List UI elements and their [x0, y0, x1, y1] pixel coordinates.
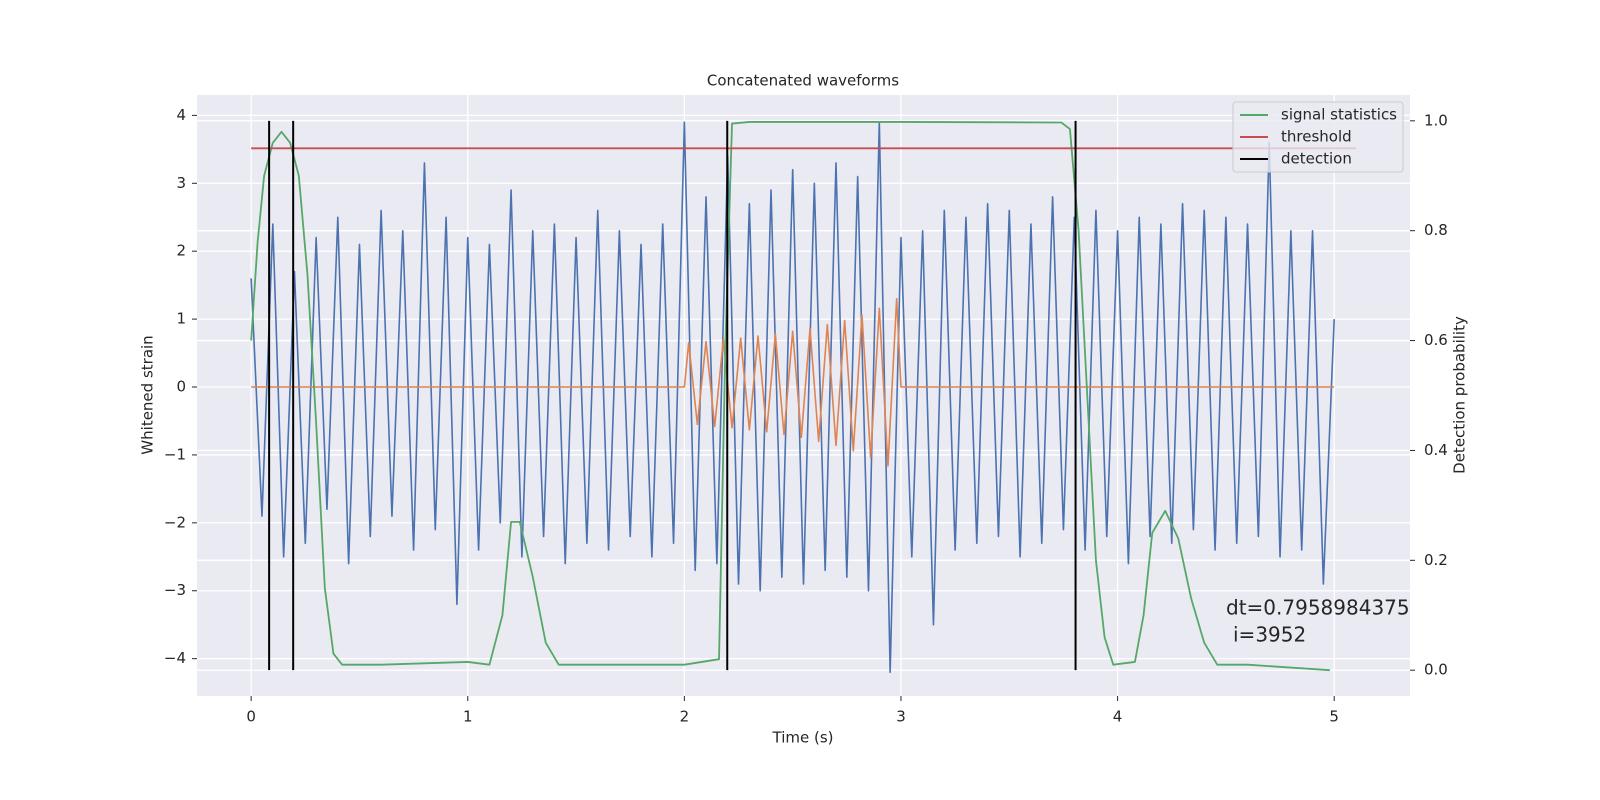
x-tick-label: 2 [680, 708, 690, 726]
y-axis-label: Whitened strain [139, 335, 157, 454]
series-line [250, 121, 1330, 672]
y2-axis-label: Detection probability [1451, 316, 1469, 474]
x-tick-label: 4 [1113, 708, 1123, 726]
y2-tick-label: 0.6 [1424, 331, 1448, 349]
y-tick-label: 4 [176, 106, 186, 124]
legend-box [1232, 101, 1404, 173]
y-tick-label: 2 [176, 242, 186, 260]
y2-tick-label: 1.0 [1424, 111, 1448, 129]
y2-tick-label: 0.8 [1424, 221, 1448, 239]
x-tick-label: 1 [463, 708, 473, 726]
y-tick-label: −1 [164, 445, 186, 463]
y2-tick-label: 0.0 [1424, 661, 1448, 679]
annotation: dt=0.7958984375 [1226, 596, 1410, 620]
legend: signal statistics threshold detection [1232, 101, 1404, 173]
series-line [251, 297, 1335, 467]
series-line [250, 121, 1335, 674]
x-tick-label: 0 [246, 708, 256, 726]
x-axis-label: Time (s) [772, 729, 834, 747]
y-tick-label: 0 [176, 378, 186, 396]
legend-label: signal statistics [1281, 106, 1397, 124]
y2-tick-label: 0.4 [1424, 441, 1448, 459]
x-tick-label: 3 [896, 708, 906, 726]
y-tick-label: −3 [164, 581, 186, 599]
chart-title: Concatenated waveforms [707, 72, 899, 90]
axes: 0 1 2 3 4 5 −4 −3 −2 −1 0 1 2 3 4 0.0 0.2 0.4 0.6 0.8 1.0 [164, 106, 1448, 726]
annotation: i=3952 [1233, 623, 1306, 647]
plot-area [197, 95, 1410, 696]
y-tick-label: −4 [164, 649, 186, 667]
y-tick-label: −2 [164, 513, 186, 531]
x-tick-label: 5 [1329, 708, 1339, 726]
y-tick-label: 1 [176, 310, 186, 328]
y-tick-label: 3 [176, 174, 186, 192]
y2-tick-label: 0.2 [1424, 551, 1448, 569]
legend-label: detection [1281, 150, 1352, 168]
legend-label: threshold [1281, 128, 1352, 146]
plot-marks [250, 120, 1356, 674]
